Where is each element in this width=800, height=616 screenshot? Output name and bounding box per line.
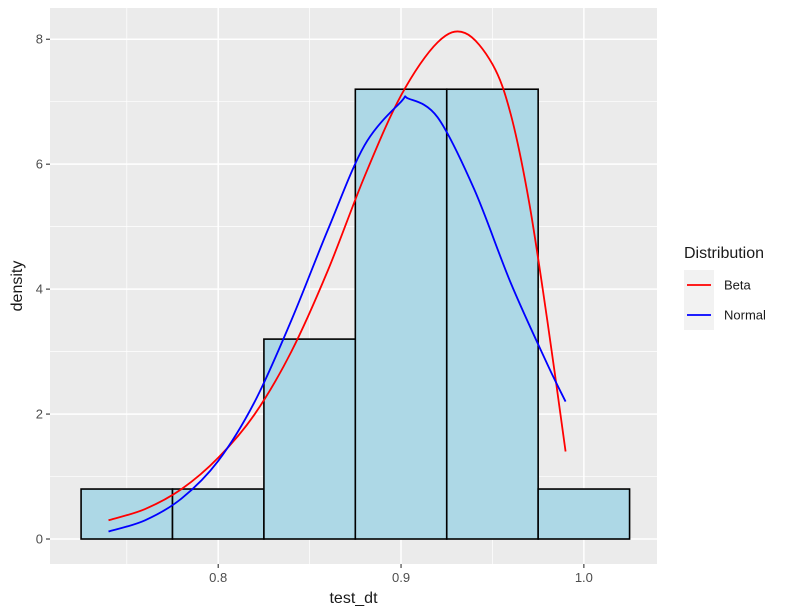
histogram-bar <box>263 338 357 540</box>
legend-title: Distribution <box>684 245 764 262</box>
x-tick-label: 1.0 <box>575 570 593 585</box>
y-tick-label: 0 <box>36 532 43 547</box>
x-axis: 0.8 0.9 1.0 <box>209 564 593 585</box>
density-line-normal <box>108 95 567 533</box>
histogram-bar <box>171 488 265 540</box>
histogram-bar <box>354 88 448 540</box>
x-tick-label: 0.8 <box>209 570 227 585</box>
legend-label-normal: Normal <box>724 308 766 323</box>
y-axis-title: density <box>9 261 26 312</box>
legend-entries: Beta Normal <box>684 270 766 330</box>
x-axis-title: test_dt <box>329 590 378 607</box>
y-tick-label: 6 <box>36 157 43 172</box>
legend: Distribution Beta Normal <box>684 245 766 330</box>
density-line-beta <box>108 30 567 522</box>
legend-label-beta: Beta <box>724 278 752 293</box>
histogram-bars <box>80 88 631 540</box>
density-curves <box>108 30 567 533</box>
y-axis: 0 2 4 6 8 <box>36 32 50 547</box>
y-tick-label: 4 <box>36 282 43 297</box>
y-tick-label: 2 <box>36 407 43 422</box>
x-tick-label: 0.9 <box>392 570 410 585</box>
histogram-bar <box>537 488 631 540</box>
y-tick-label: 8 <box>36 32 43 47</box>
